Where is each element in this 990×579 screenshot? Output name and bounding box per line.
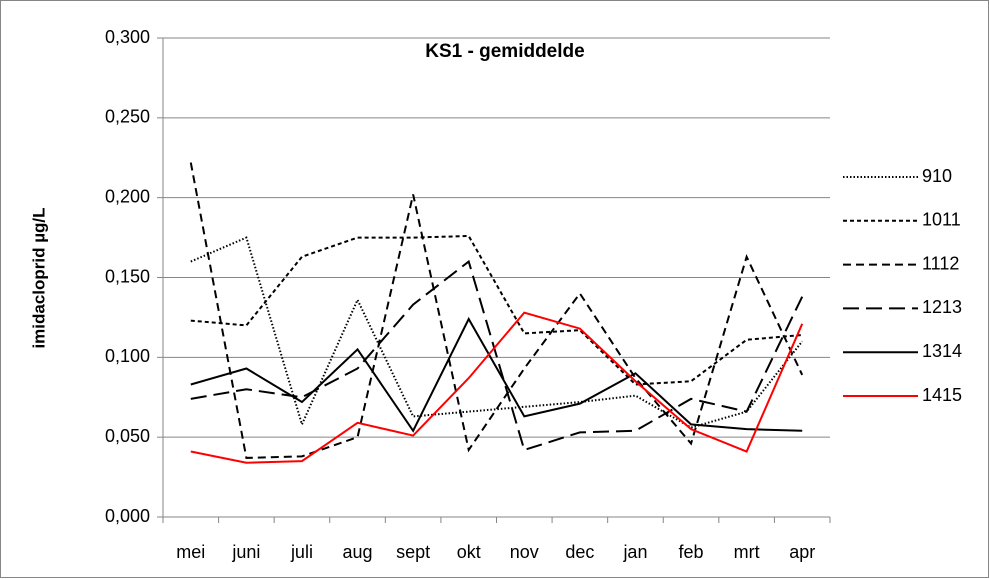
legend-label: 1314 <box>922 341 962 361</box>
x-tick-label: okt <box>457 542 481 562</box>
y-tick-label: 0,250 <box>105 107 150 127</box>
legend-label: 1112 <box>922 253 959 273</box>
series-line <box>190 311 804 464</box>
legend-label: 1415 <box>922 385 962 405</box>
legend-label: 1011 <box>922 210 961 230</box>
y-tick-label: 0,050 <box>105 426 150 446</box>
x-tick-label: mrt <box>734 542 760 562</box>
chart-title: KS1 - gemiddelde <box>425 41 584 62</box>
x-tick-label: nov <box>510 542 539 562</box>
y-axis-label: imidacloprid µg/L <box>29 207 48 348</box>
series-line <box>190 316 803 433</box>
y-tick-label: 0,100 <box>105 346 150 366</box>
x-tick-label: mei <box>176 542 205 562</box>
x-tick-label: juni <box>231 542 260 562</box>
y-tick-label: 0,150 <box>105 266 150 286</box>
x-tick-label: sept <box>396 542 430 562</box>
y-tick-label: 0,300 <box>105 27 150 47</box>
y-tick-label: 0,000 <box>105 506 150 526</box>
y-tick-label: 0,200 <box>105 186 150 206</box>
x-tick-label: feb <box>679 542 704 562</box>
x-tick-label: apr <box>789 542 815 562</box>
x-tick-label: dec <box>565 542 594 562</box>
legend-label: 910 <box>922 166 952 186</box>
x-tick-label: jan <box>622 542 647 562</box>
x-tick-label: aug <box>343 542 373 562</box>
series-line <box>190 234 803 386</box>
x-tick-label: juli <box>290 542 313 562</box>
legend-label: 1213 <box>922 297 962 317</box>
